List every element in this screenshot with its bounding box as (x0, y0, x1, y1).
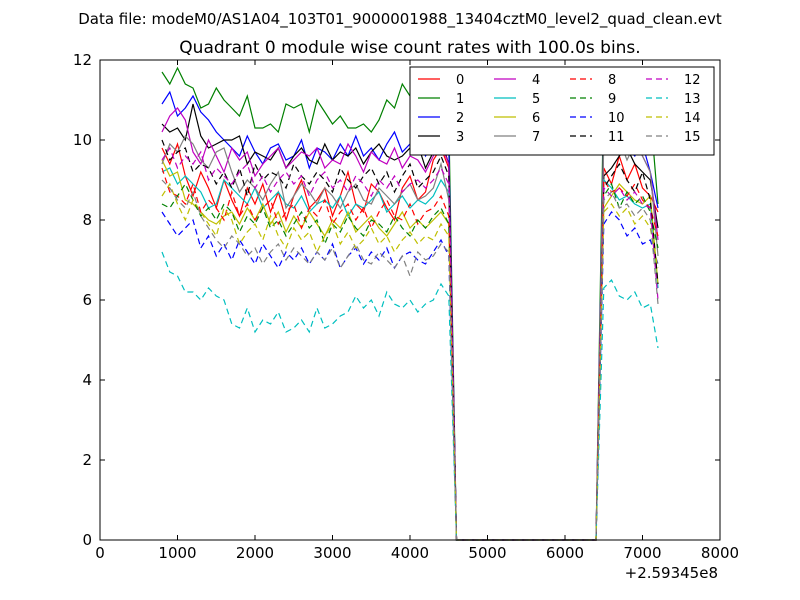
series-line-6 (161, 159, 659, 541)
legend-label-5: 5 (532, 92, 540, 107)
x-tick-label: 2000 (236, 544, 274, 562)
legend-label-4: 4 (532, 73, 540, 88)
legend-label-2: 2 (456, 111, 464, 126)
chart-title: Quadrant 0 module wise count rates with … (179, 38, 640, 58)
legend-label-13: 13 (684, 92, 701, 107)
y-tick-label: 12 (73, 51, 92, 69)
series-line-2 (161, 90, 659, 541)
legend-label-8: 8 (608, 73, 616, 88)
legend-box (409, 66, 715, 156)
series-line-8 (161, 167, 659, 541)
x-tick-label: 6000 (546, 544, 584, 562)
y-tick-label: 4 (82, 371, 92, 389)
legend-label-15: 15 (684, 130, 701, 145)
legend-label-14: 14 (684, 111, 701, 126)
series-line-4 (161, 107, 659, 541)
series-line-9 (161, 182, 659, 541)
series-line-5 (161, 167, 659, 541)
series-line-13 (161, 251, 659, 541)
tick-layer: 0 1000 2000 3000 4000 5000 6000 7000 80000246810… (73, 51, 739, 562)
series-line-14 (161, 182, 659, 541)
legend-label-1: 1 (456, 92, 464, 107)
x-tick-label: 4000 (391, 544, 429, 562)
y-tick-label: 10 (73, 131, 92, 149)
legend-label-11: 11 (608, 130, 625, 145)
x-tick-label: 0 (95, 544, 105, 562)
series-line-7 (161, 122, 659, 541)
series-line-11 (161, 139, 659, 541)
x-tick-label: 8000 (701, 544, 739, 562)
x-tick-label: 7000 (623, 544, 661, 562)
y-tick-label: 2 (82, 451, 92, 469)
y-tick-label: 8 (82, 211, 92, 229)
legend-label-10: 10 (608, 111, 625, 126)
y-tick-label: 6 (82, 291, 92, 309)
x-tick-label: 1000 (158, 544, 196, 562)
legend-label-6: 6 (532, 111, 540, 126)
x-tick-label: 3000 (313, 544, 351, 562)
series-line-10 (161, 211, 659, 541)
series-line-3 (161, 103, 659, 541)
legend-label-9: 9 (608, 92, 616, 107)
x-tick-label: 5000 (468, 544, 506, 562)
legend-label-3: 3 (456, 130, 464, 145)
legend-label-7: 7 (532, 130, 540, 145)
x-offset-label: +2.59345e8 (625, 564, 718, 582)
legend-label-0: 0 (456, 73, 464, 88)
y-tick-label: 0 (82, 531, 92, 549)
legend-label-12: 12 (684, 73, 701, 88)
chart-suptitle: Data file: modeM0/AS1A04_103T01_90000019… (78, 10, 722, 29)
series-line-12 (161, 146, 659, 541)
